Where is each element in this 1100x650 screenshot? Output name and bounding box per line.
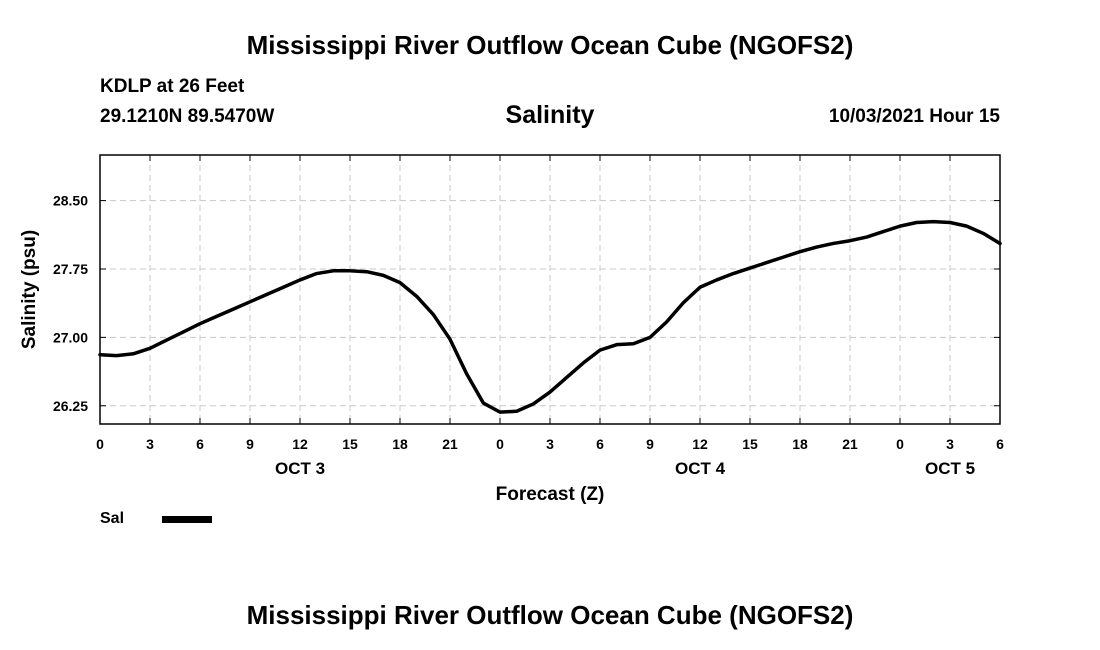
- y-tick-label: 27.00: [53, 329, 88, 345]
- x-tick-label: 18: [792, 436, 808, 452]
- day-label: OCT 4: [675, 459, 726, 478]
- footer-title: Mississippi River Outflow Ocean Cube (NG…: [246, 600, 854, 630]
- x-tick-label: 0: [496, 436, 504, 452]
- x-tick-label: 6: [596, 436, 604, 452]
- series-line-sal: [98, 219, 1002, 414]
- x-tick-label: 3: [146, 436, 154, 452]
- x-tick-label: 6: [996, 436, 1004, 452]
- x-tick-label: 12: [692, 436, 708, 452]
- legend-swatch: [162, 516, 212, 523]
- chart-title: Mississippi River Outflow Ocean Cube (NG…: [246, 30, 854, 60]
- x-tick-label: 18: [392, 436, 408, 452]
- x-tick-label: 15: [742, 436, 758, 452]
- x-tick-label: 15: [342, 436, 358, 452]
- day-label: OCT 5: [925, 459, 975, 478]
- coordinates-label: 29.1210N 89.5470W: [100, 106, 275, 127]
- x-tick-label: 12: [292, 436, 308, 452]
- day-label: OCT 3: [275, 459, 325, 478]
- x-tick-label: 3: [546, 436, 554, 452]
- x-tick-label: 3: [946, 436, 954, 452]
- x-tick-label: 9: [646, 436, 654, 452]
- y-tick-label: 26.25: [53, 398, 88, 414]
- legend-label: Sal: [100, 510, 125, 527]
- datetime-label: 10/03/2021 Hour 15: [828, 106, 1000, 127]
- x-tick-label: 6: [196, 436, 204, 452]
- x-tick-label: 9: [246, 436, 254, 452]
- x-axis-label: Forecast (Z): [496, 484, 605, 505]
- y-tick-label: 27.75: [53, 261, 88, 277]
- x-tick-label: 21: [842, 436, 858, 452]
- plot-frame: [99, 154, 1001, 425]
- x-tick-label: 21: [442, 436, 458, 452]
- x-tick-label: 0: [96, 436, 104, 452]
- y-tick-label: 28.50: [53, 193, 88, 209]
- x-tick-label: 0: [896, 436, 904, 452]
- y-axis-label: Salinity (psu): [19, 230, 40, 349]
- variable-title: Salinity: [505, 101, 595, 129]
- station-label: KDLP at 26 Feet: [100, 76, 245, 97]
